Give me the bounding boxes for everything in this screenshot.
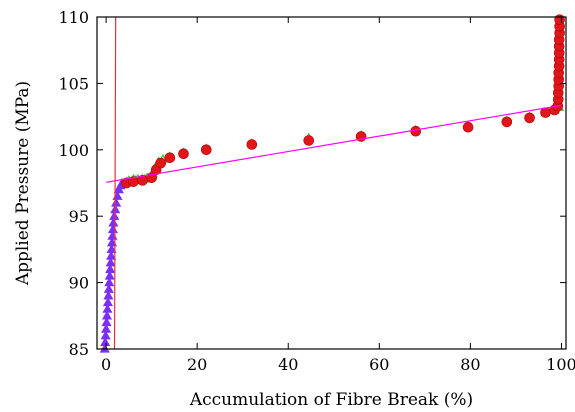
x-tick-label: 0: [101, 355, 111, 374]
x-tick-label: 20: [187, 355, 207, 374]
data-point: [106, 237, 118, 247]
data-point: [303, 135, 315, 146]
data-point: [164, 152, 176, 164]
data-point: [101, 323, 112, 333]
chart-marks: [99, 14, 565, 353]
y-tick-label: 90: [69, 274, 89, 293]
data-point: [100, 337, 111, 347]
data-point: [524, 112, 535, 124]
data-point: [104, 277, 115, 287]
data-point: [103, 284, 114, 293]
data-point: [105, 264, 116, 273]
fit-line-red_line: [113, 16, 117, 350]
data-point: [103, 290, 114, 300]
data-point: [501, 116, 513, 128]
data-point: [178, 148, 189, 160]
data-point: [106, 250, 117, 260]
series-red: [121, 14, 565, 189]
y-tick-label: 105: [58, 74, 89, 93]
y-tick-label: 85: [69, 340, 89, 359]
y-axis-label: Applied Pressure (MPa): [13, 81, 33, 286]
data-point: [155, 157, 167, 169]
data-point: [102, 297, 113, 307]
data-point: [101, 310, 113, 320]
data-point: [102, 303, 113, 313]
fit-line-magenta: [106, 104, 562, 183]
x-tick-label: 100: [546, 355, 575, 374]
data-point: [105, 257, 116, 267]
data-point: [246, 139, 258, 150]
data-point: [104, 270, 115, 280]
data-point: [554, 14, 565, 25]
data-point: [111, 197, 122, 207]
data-point: [106, 244, 117, 254]
data-point: [100, 330, 111, 340]
y-tick-label: 100: [58, 141, 89, 160]
x-tick-label: 40: [278, 355, 298, 374]
y-tick-label: 95: [69, 207, 89, 226]
data-point: [410, 125, 422, 137]
series-purple: [99, 177, 128, 353]
x-axis-label: Accumulation of Fibre Break (%): [189, 390, 473, 410]
x-tick-label: 60: [369, 355, 389, 374]
plot-frame: [96, 16, 567, 350]
x-tick-label: 80: [460, 355, 480, 374]
axis-ticks: 0 20 40 60 80 100 85 90 95 100 105 110: [58, 8, 575, 374]
data-point: [101, 317, 112, 327]
data-point: [462, 121, 474, 133]
y-tick-label: 110: [58, 8, 89, 27]
data-point: [109, 210, 120, 220]
reference-lines: [106, 16, 562, 350]
series-green: [121, 102, 565, 186]
data-point: [200, 144, 212, 156]
